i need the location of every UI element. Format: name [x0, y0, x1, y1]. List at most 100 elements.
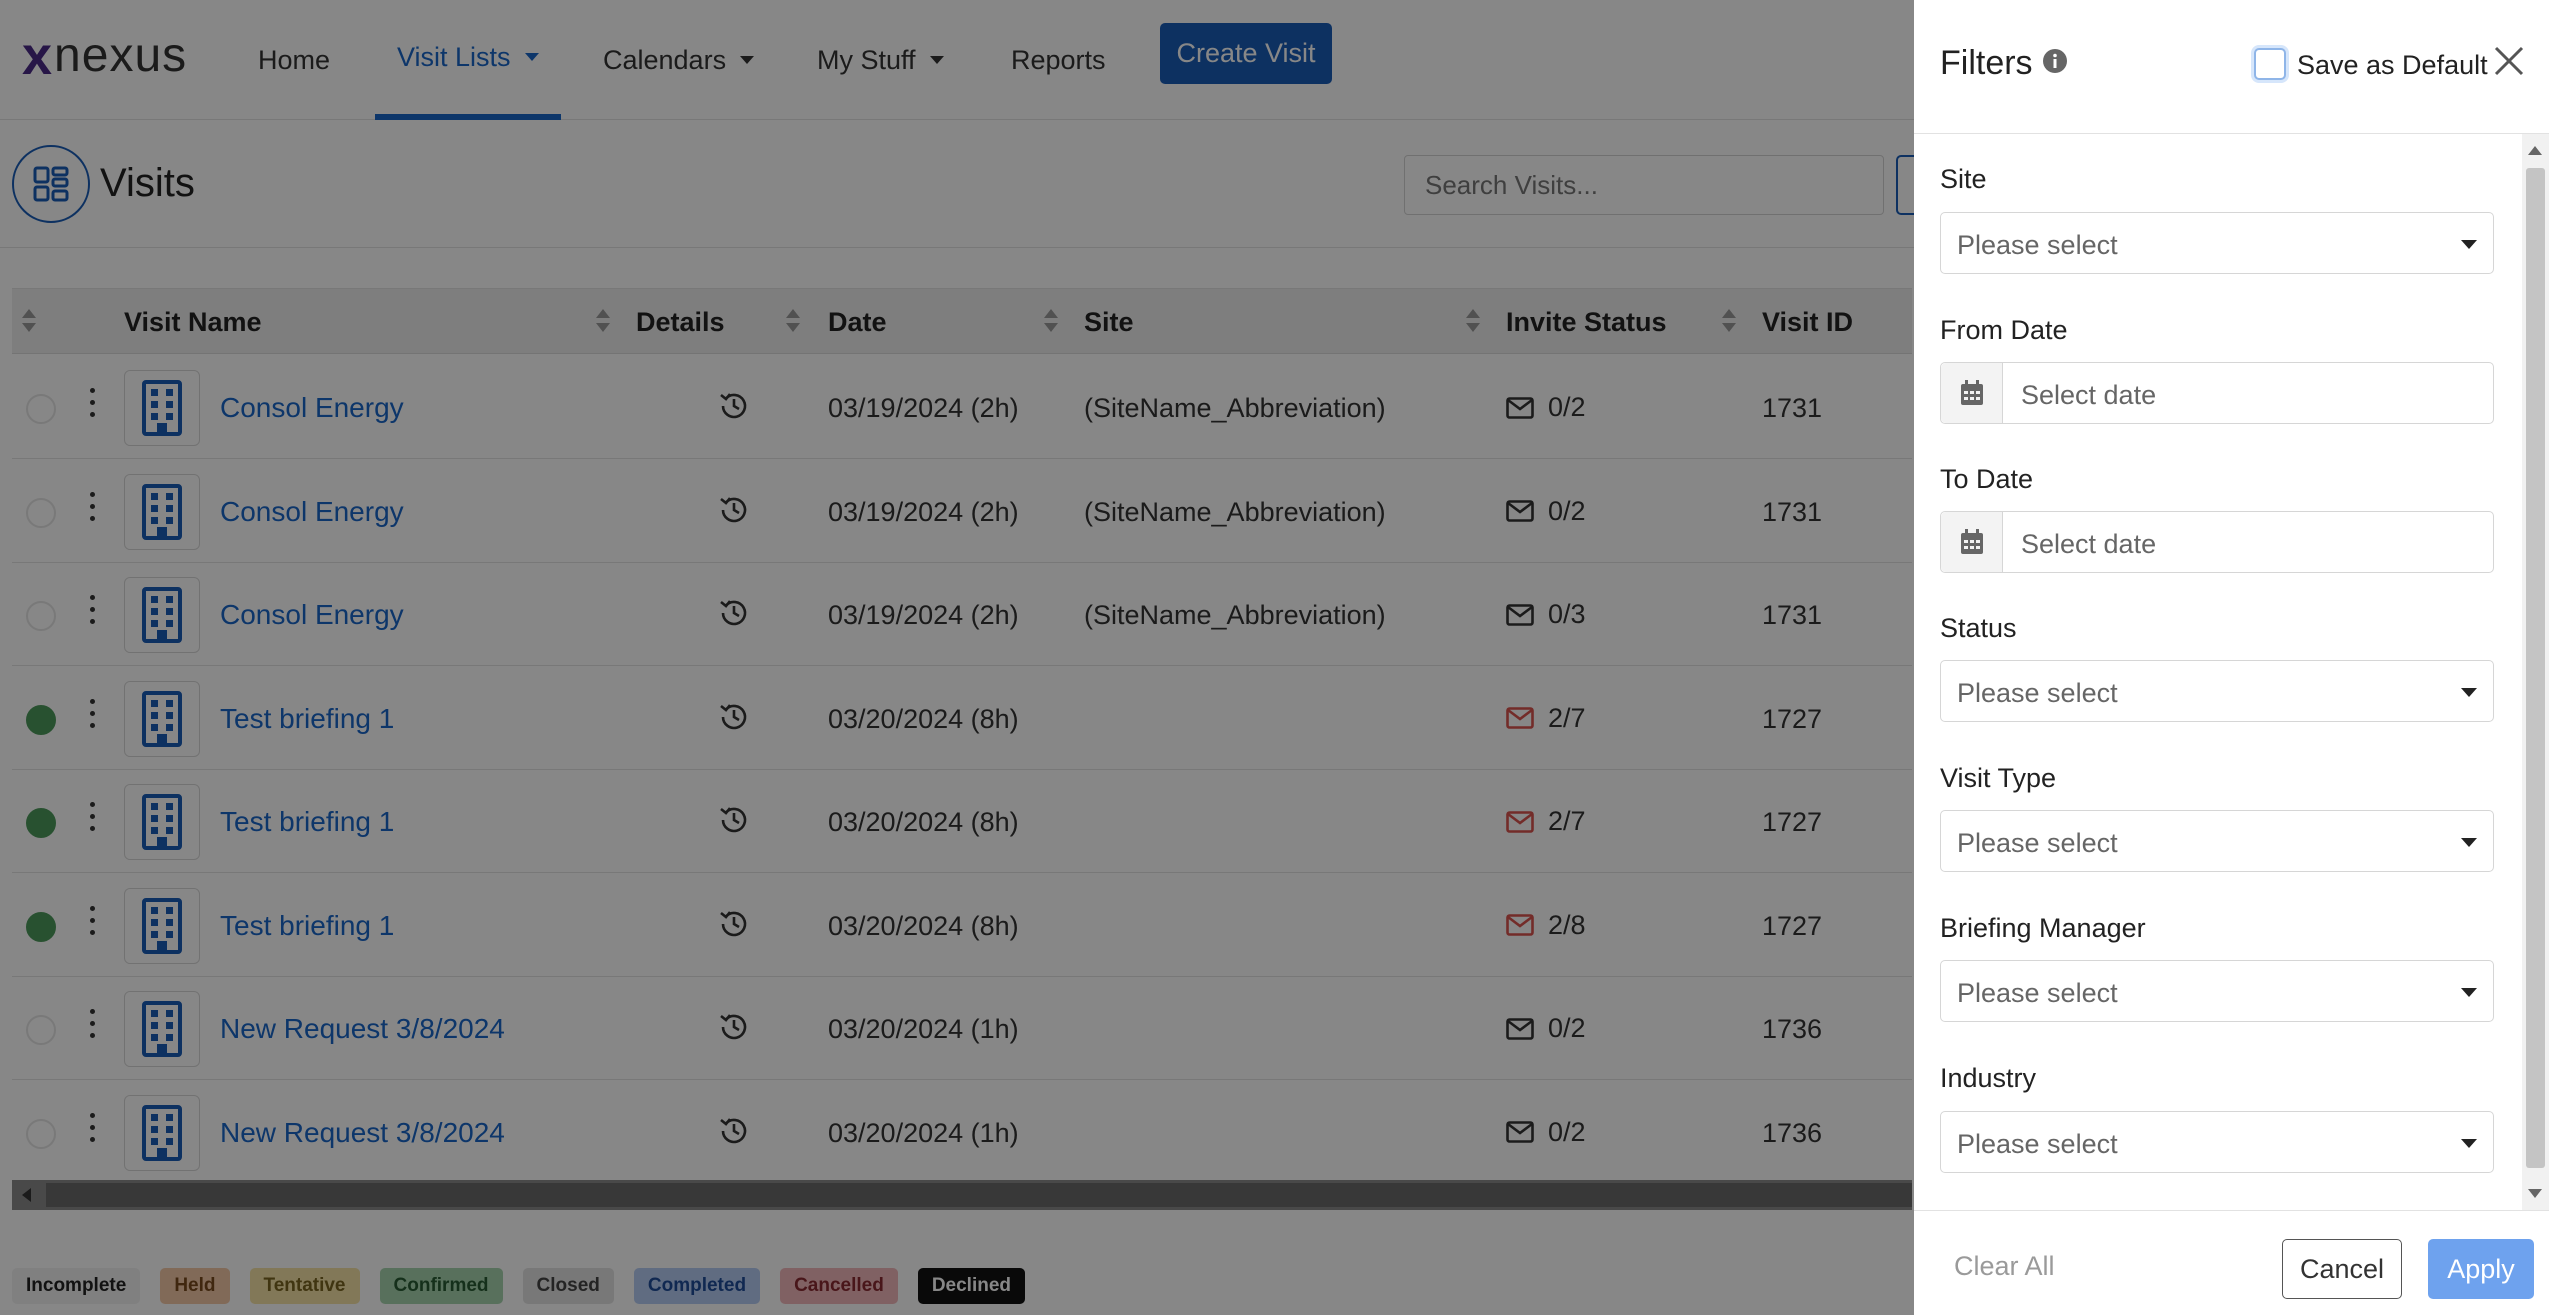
- kebab-menu-icon[interactable]: [88, 388, 96, 426]
- kebab-menu-icon[interactable]: [88, 698, 96, 737]
- clear-all-button[interactable]: Clear All: [1954, 1251, 2055, 1281]
- column-site[interactable]: Site: [1084, 306, 1134, 337]
- create-visit-button[interactable]: Create Visit: [1160, 23, 1332, 84]
- logo-mark: x: [22, 26, 53, 86]
- details-history-button[interactable]: [718, 494, 750, 531]
- save-as-default-label[interactable]: Save as Default: [2297, 50, 2488, 80]
- filters-vertical-scrollbar[interactable]: [2522, 134, 2549, 1210]
- industry-placeholder: Please select: [1957, 1129, 2118, 1159]
- history-icon[interactable]: [718, 390, 750, 422]
- nav-home[interactable]: Home: [258, 0, 330, 120]
- scrollbar-thumb[interactable]: [2526, 168, 2545, 1168]
- column-details[interactable]: Details: [636, 306, 725, 337]
- sort-icon[interactable]: [596, 309, 610, 335]
- kebab-menu-icon[interactable]: [88, 905, 96, 944]
- history-icon[interactable]: [718, 701, 750, 733]
- scroll-left-icon[interactable]: [22, 1188, 31, 1202]
- legend-badge-incomplete: Incomplete: [12, 1268, 141, 1304]
- status-select[interactable]: Please select: [1940, 660, 2494, 722]
- kebab-menu-icon[interactable]: [88, 802, 96, 840]
- kebab-menu-icon[interactable]: [88, 595, 96, 633]
- table-row[interactable]: Test briefing 1 03/20/2024 (8h) 2/7 1727: [12, 666, 1912, 770]
- details-history-button[interactable]: [718, 1115, 750, 1152]
- visit-id: 1727: [1762, 910, 1823, 941]
- scrollbar-thumb[interactable]: [46, 1183, 1912, 1207]
- details-history-button[interactable]: [718, 908, 750, 945]
- status-indicator: [26, 601, 56, 631]
- details-history-button[interactable]: [718, 597, 750, 634]
- sort-icon[interactable]: [1466, 309, 1480, 335]
- nexus-logo[interactable]: x nexus: [22, 28, 187, 84]
- history-icon[interactable]: [718, 1115, 750, 1147]
- briefing-manager-select[interactable]: Please select: [1940, 960, 2494, 1022]
- table-row[interactable]: Test briefing 1 03/20/2024 (8h) 2/7 1727: [12, 770, 1912, 873]
- visit-name-link[interactable]: Test briefing 1: [220, 702, 395, 734]
- view-toggle-button[interactable]: [12, 145, 90, 223]
- column-visit-id[interactable]: Visit ID: [1762, 306, 1854, 337]
- table-row[interactable]: Consol Energy 03/19/2024 (2h) (SiteName_Ab…: [12, 563, 1912, 666]
- table-row[interactable]: Consol Energy 03/19/2024 (2h) (SiteName_Ab…: [12, 356, 1912, 459]
- scroll-up-icon[interactable]: [2528, 146, 2542, 155]
- details-history-button[interactable]: [718, 804, 750, 841]
- nav-reports[interactable]: Reports: [1011, 0, 1106, 120]
- close-icon[interactable]: [2492, 44, 2526, 78]
- history-icon[interactable]: [718, 908, 750, 940]
- visit-name-link[interactable]: Test briefing 1: [220, 909, 395, 941]
- caret-down-icon: [2461, 988, 2477, 997]
- envelope-icon: [1506, 810, 1534, 833]
- calendar-icon[interactable]: [1941, 363, 2003, 423]
- visit-name-link[interactable]: New Request 3/8/2024: [220, 1013, 505, 1044]
- visit-type-select[interactable]: Please select: [1940, 810, 2494, 872]
- table-row[interactable]: New Request 3/8/2024 03/20/2024 (1h) 0/2 17…: [12, 977, 1912, 1080]
- cancel-button[interactable]: Cancel: [2282, 1239, 2402, 1299]
- nav-calendars[interactable]: Calendars: [603, 0, 755, 120]
- legend-badge-closed: Closed: [522, 1268, 614, 1304]
- history-icon[interactable]: [718, 494, 750, 526]
- details-history-button[interactable]: [718, 1011, 750, 1048]
- save-as-default-checkbox[interactable]: [2254, 48, 2286, 80]
- nav-visit-lists[interactable]: Visit Lists: [375, 0, 561, 120]
- sort-icon[interactable]: [22, 309, 36, 335]
- column-visit-name[interactable]: Visit Name: [124, 306, 262, 337]
- visit-type-icon: [124, 784, 200, 860]
- industry-select[interactable]: Please select: [1940, 1111, 2494, 1173]
- sort-icon[interactable]: [786, 309, 800, 335]
- table-row[interactable]: New Request 3/8/2024 03/20/2024 (1h) 0/2 17…: [12, 1080, 1912, 1184]
- building-icon: [142, 380, 182, 436]
- nav-my-stuff[interactable]: My Stuff: [817, 0, 944, 120]
- column-date[interactable]: Date: [828, 306, 887, 337]
- visit-name-link[interactable]: Consol Energy: [220, 495, 404, 527]
- history-icon[interactable]: [718, 1011, 750, 1043]
- table-row[interactable]: Consol Energy 03/19/2024 (2h) (SiteName_Ab…: [12, 459, 1912, 563]
- to-date-input[interactable]: Select date: [1940, 511, 2494, 573]
- site-select[interactable]: Please select: [1940, 212, 2494, 274]
- visit-name-link[interactable]: Test briefing 1: [220, 806, 395, 837]
- invite-status: 2/8: [1506, 910, 1586, 941]
- apply-button[interactable]: Apply: [2428, 1239, 2534, 1299]
- details-history-button[interactable]: [718, 701, 750, 738]
- building-icon: [142, 1104, 182, 1161]
- visit-name-link[interactable]: Consol Energy: [220, 392, 404, 423]
- visit-name-link[interactable]: New Request 3/8/2024: [220, 1116, 505, 1148]
- search-visits-input[interactable]: [1404, 155, 1884, 215]
- scroll-down-icon[interactable]: [2528, 1189, 2542, 1198]
- horizontal-scrollbar[interactable]: [12, 1180, 1912, 1210]
- details-history-button[interactable]: [718, 390, 750, 427]
- filters-footer: Clear All Cancel Apply: [1914, 1210, 2549, 1315]
- search-button[interactable]: [1896, 155, 1916, 215]
- calendar-icon[interactable]: [1941, 512, 2003, 572]
- visit-name-link[interactable]: Consol Energy: [220, 599, 404, 630]
- info-icon[interactable]: [2042, 48, 2068, 74]
- from-date-input[interactable]: Select date: [1940, 362, 2494, 424]
- modal-backdrop[interactable]: [0, 0, 1914, 1315]
- history-icon[interactable]: [718, 804, 750, 836]
- column-invite-status[interactable]: Invite Status: [1506, 306, 1667, 337]
- filters-body: Site Please select From Date Select date…: [1914, 134, 2524, 1210]
- kebab-menu-icon[interactable]: [88, 1009, 96, 1047]
- table-row[interactable]: Test briefing 1 03/20/2024 (8h) 2/8 1727: [12, 873, 1912, 977]
- sort-icon[interactable]: [1044, 309, 1058, 335]
- kebab-menu-icon[interactable]: [88, 491, 96, 530]
- history-icon[interactable]: [718, 597, 750, 629]
- sort-icon[interactable]: [1722, 309, 1736, 335]
- kebab-menu-icon[interactable]: [88, 1112, 96, 1151]
